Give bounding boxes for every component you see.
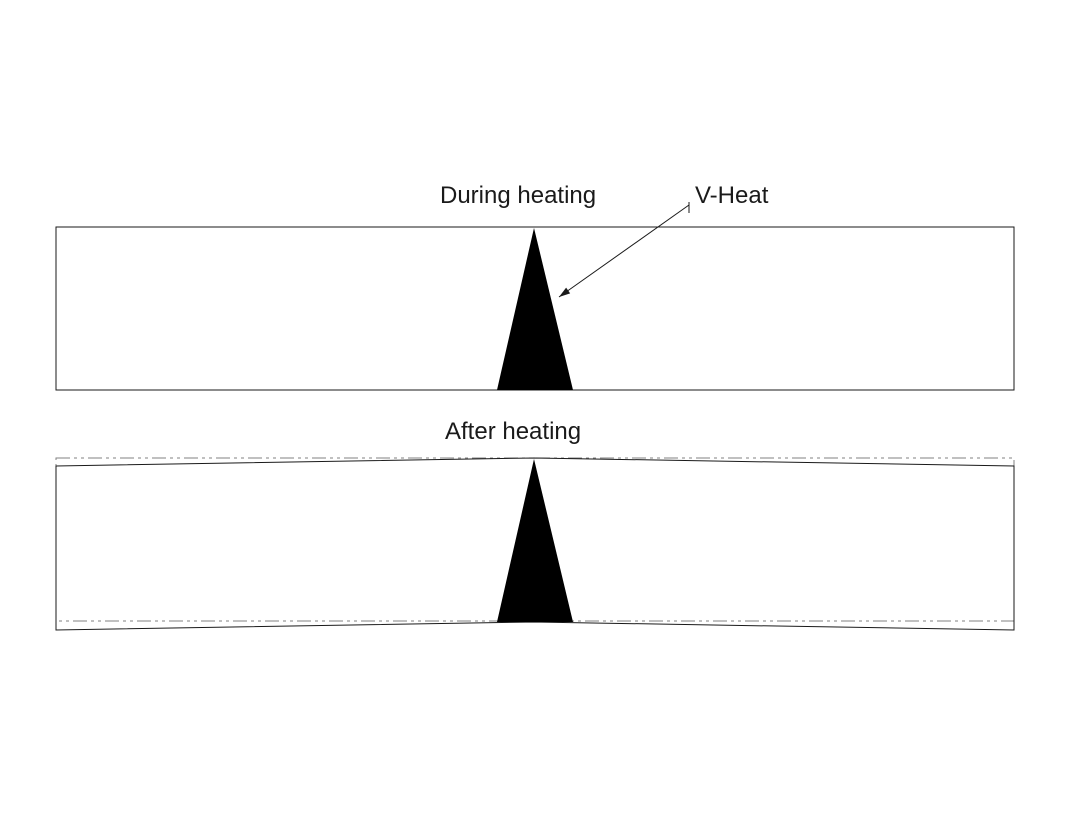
v-heat-triangle-during	[497, 228, 573, 390]
diagram-canvas: During heating V-Heat After heating	[0, 0, 1078, 833]
annotation-leader	[559, 205, 689, 297]
during-heating-label: During heating	[440, 182, 596, 210]
v-heat-triangle-after	[497, 459, 573, 622]
diagram-svg	[0, 0, 1078, 833]
v-heat-annotation-label: V-Heat	[695, 182, 768, 210]
after-heating-label: After heating	[445, 418, 581, 446]
annotation-arrowhead	[559, 288, 570, 297]
